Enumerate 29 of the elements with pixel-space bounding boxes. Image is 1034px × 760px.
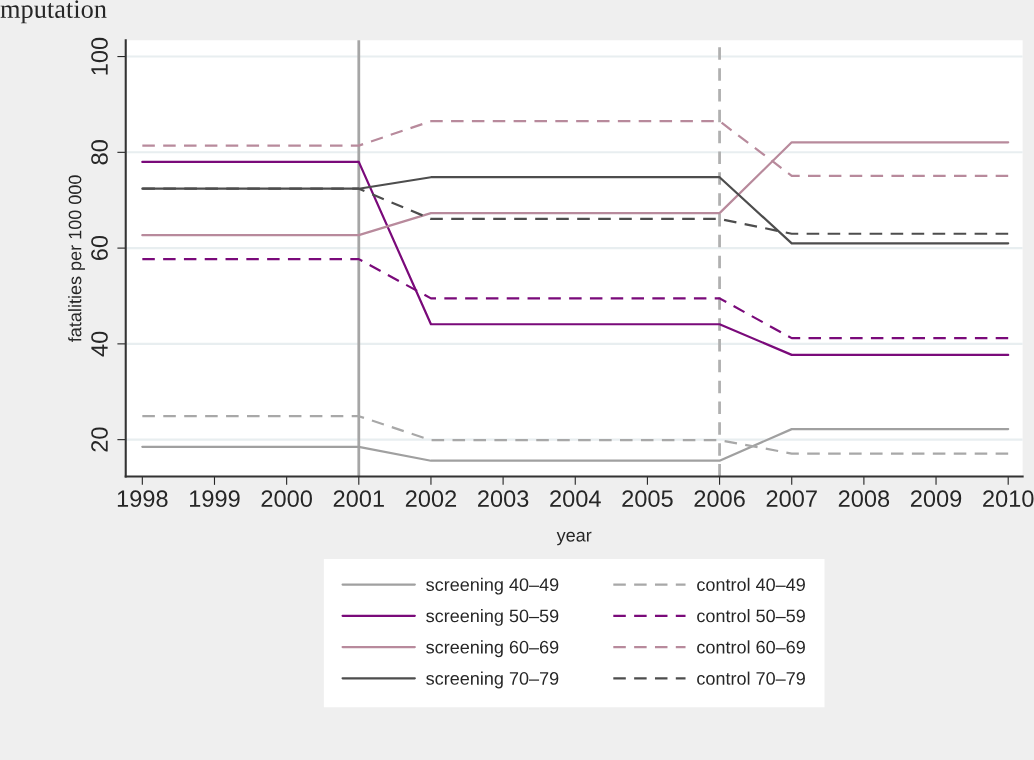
y-tick-label: 100	[91, 37, 108, 75]
legend-label: screening 50–59	[426, 609, 559, 626]
x-tick-label: 2008	[838, 490, 890, 508]
y-tick-label: 20	[91, 427, 108, 452]
y-tick-label: 60	[91, 235, 108, 261]
x-tick-label: 2007	[766, 490, 817, 508]
legend-label: control 40–49	[697, 577, 805, 592]
x-tick-label: 2010	[983, 490, 1034, 508]
x-tick-label: 2002	[405, 490, 457, 508]
x-tick-label: 2000	[261, 490, 312, 508]
legend-label: control 60–69	[697, 640, 805, 654]
x-axis-title: year	[556, 531, 592, 546]
y-tick-label: 40	[91, 331, 108, 357]
text: mputation	[0, 0, 107, 24]
x-tick-label: 2004	[550, 490, 601, 508]
y-axis-title: fatalities per 100 000	[68, 175, 85, 342]
legend-label: screening 70–79	[426, 671, 559, 689]
legend-label: control 50–59	[697, 609, 805, 623]
x-tick-label: 1998	[117, 490, 168, 508]
x-tick-label: 2003	[478, 490, 529, 508]
x-tick-label: 2005	[622, 490, 673, 508]
y-tick-label: 80	[91, 140, 108, 165]
x-tick-label: 2006	[694, 490, 745, 508]
x-tick-label: 2001	[333, 490, 384, 508]
legend-label: control 70–79	[697, 671, 805, 685]
legend-label: screening 60–69	[426, 640, 559, 658]
x-tick-label: 1999	[190, 490, 240, 508]
x-tick-label: 2009	[910, 490, 962, 508]
legend-label: screening 40–49	[426, 577, 559, 595]
